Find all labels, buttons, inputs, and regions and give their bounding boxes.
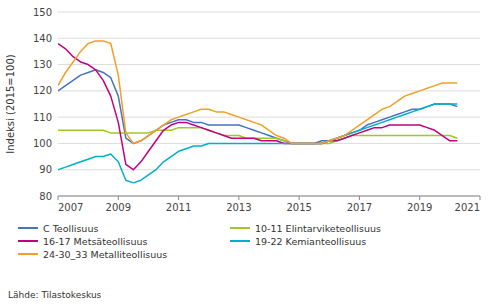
x-tick: [299, 196, 300, 200]
plot-area: [58, 41, 457, 183]
page: {"chart_data": { "type": "line", "y_labe…: [0, 0, 493, 304]
y-tick-label: 110: [33, 112, 52, 123]
x-tick-label: 2009: [106, 202, 131, 213]
x-tick-label: 2011: [166, 202, 191, 213]
y-tick-label: 100: [33, 138, 52, 149]
x-tick-label: 2019: [407, 202, 432, 213]
series-line: [58, 41, 457, 144]
legend-swatch: [18, 240, 38, 242]
legend-swatch: [18, 227, 38, 229]
grid-line: [58, 64, 480, 65]
series-line: [58, 128, 457, 144]
y-axis: 80 90 100 110 120 130 140 150: [33, 7, 480, 202]
y-tick-label: 80: [39, 191, 52, 202]
series-line: [58, 104, 457, 183]
grid-line: [58, 196, 480, 197]
legend-label: C Teollisuus: [43, 223, 98, 234]
series-line: [58, 44, 457, 170]
grid-line: [58, 38, 480, 39]
legend: C Teollisuus 10-11 Elintarviketeollisuus 1…: [18, 223, 381, 260]
x-tick-label: 2015: [286, 202, 311, 213]
x-tick-label: 2007: [58, 202, 83, 213]
x-axis-line: [58, 196, 480, 197]
y-tick-label: 140: [33, 33, 52, 44]
source-note: Lähde: Tilastokeskus: [8, 290, 102, 300]
grid-line: [58, 12, 480, 13]
y-tick-label: 130: [33, 59, 52, 70]
x-tick: [58, 196, 59, 200]
legend-swatch: [230, 240, 250, 242]
legend-swatch: [230, 227, 250, 229]
x-tick: [359, 196, 360, 200]
x-tick: [118, 196, 119, 200]
legend-label: 19-22 Kemianteollisuus: [255, 236, 366, 247]
chart: 80 90 100 110 120 130 140 150 Indeksi (2015=100)…: [0, 0, 493, 304]
legend-label: 24-30_33 Metalliteollisuus: [43, 249, 167, 260]
x-tick-label: 2017: [347, 202, 372, 213]
y-tick-label: 150: [33, 7, 52, 18]
x-tick: [178, 196, 179, 200]
series-line: [58, 70, 457, 144]
y-tick-label: 120: [33, 85, 52, 96]
legend-label: 10-11 Elintarviketeollisuus: [255, 223, 381, 234]
x-tick: [419, 196, 420, 200]
legend-swatch: [18, 253, 38, 255]
x-tick: [480, 196, 481, 200]
y-axis-label: Indeksi (2015=100): [5, 54, 16, 154]
x-tick-label: 2021: [455, 202, 480, 213]
x-tick-label: 2013: [226, 202, 251, 213]
y-tick-label: 90: [39, 164, 52, 175]
x-tick: [238, 196, 239, 200]
legend-label: 16-17 Metsäteollisuus: [43, 236, 147, 247]
x-axis: 2007 2009 2011 2013 2015 2017 2019 2021: [58, 196, 480, 213]
